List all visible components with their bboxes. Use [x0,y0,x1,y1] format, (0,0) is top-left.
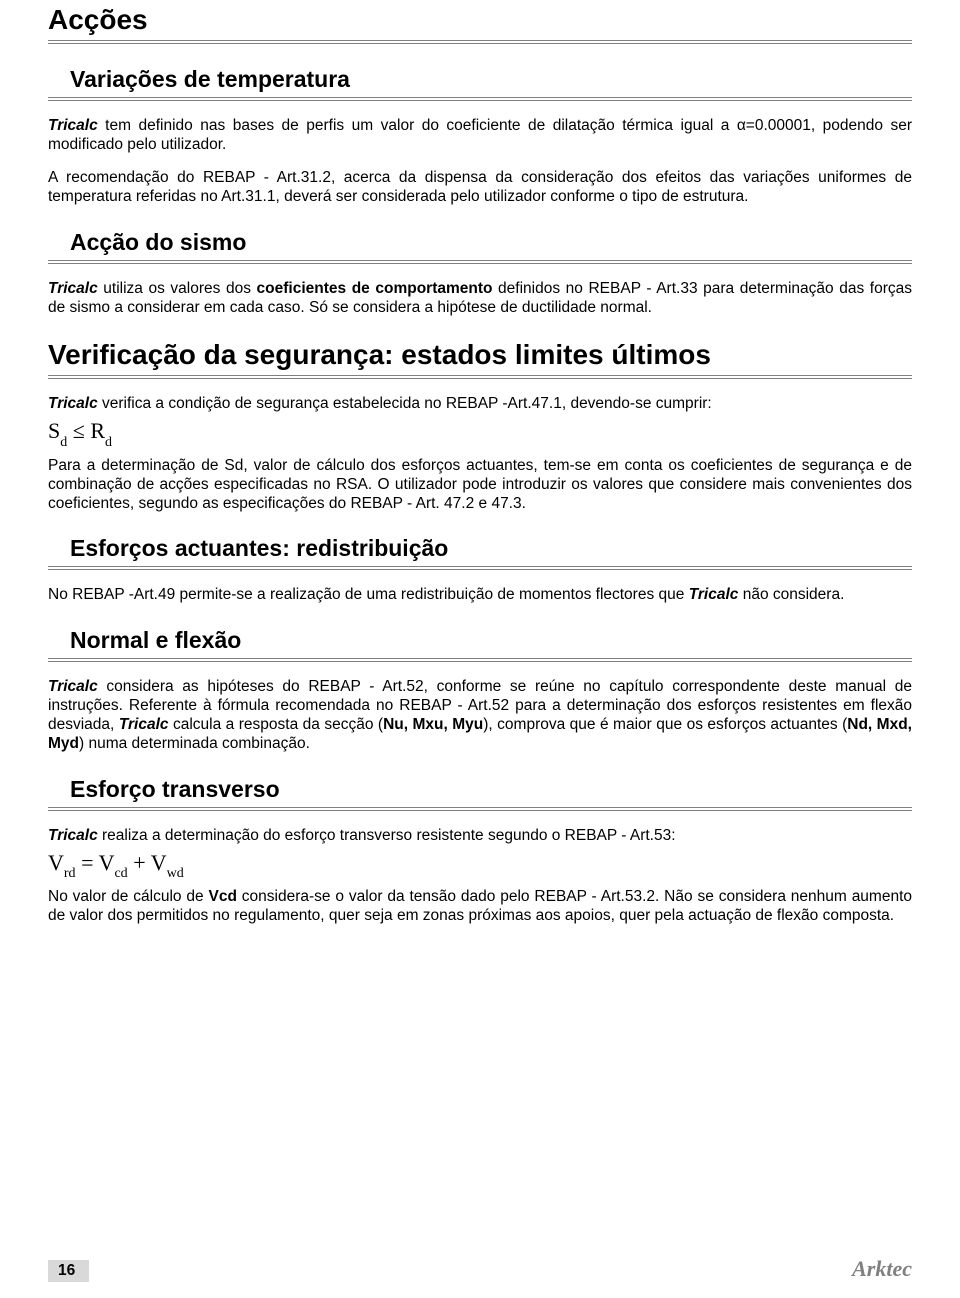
product-name: Tricalc [48,280,98,297]
text-run: verifica a condição de segurança estabel… [98,395,712,412]
text-run: ) numa determinada combinação. [79,735,310,752]
paragraph: Tricalc tem definido nas bases de perfis… [48,117,912,155]
formula-vrd: Vrd = Vcd + Vwd [48,850,912,880]
formula-sd-rd: Sd ≤ Rd [48,418,912,448]
paragraph: Tricalc verifica a condição de segurança… [48,395,912,414]
page-number: 16 [48,1260,89,1282]
page-title: Acções [48,4,912,36]
heading-temperatura: Variações de temperatura [70,66,912,93]
text-run: No REBAP -Art.49 permite-se a realização… [48,586,689,603]
paragraph: No REBAP -Art.49 permite-se a realização… [48,586,912,605]
paragraph: Tricalc considera as hipóteses do REBAP … [48,678,912,754]
text-run: realiza a determinação do esforço transv… [98,827,676,844]
rule-divider [48,40,912,44]
text-bold: coeficientes de comportamento [257,280,493,297]
brand-label: Arktec [852,1256,912,1282]
paragraph: A recomendação do REBAP - Art.31.2, acer… [48,169,912,207]
text-bold: Vcd [209,888,237,905]
product-name: Tricalc [48,117,98,134]
heading-sismo: Acção do sismo [70,229,912,256]
rule-divider [48,97,912,101]
product-name: Tricalc [48,678,98,695]
paragraph: Tricalc realiza a determinação do esforç… [48,827,912,846]
paragraph: No valor de cálculo de Vcd considera-se … [48,888,912,926]
page-footer: 16 Arktec [48,1256,912,1282]
paragraph: Para a determinação de Sd, valor de cálc… [48,457,912,514]
rule-divider [48,260,912,264]
text-run: ), comprova que é maior que os esforços … [483,716,847,733]
heading-redistribuicao: Esforços actuantes: redistribuição [70,535,912,562]
rule-divider [48,658,912,662]
text-run: tem definido nas bases de perfis um valo… [48,117,912,153]
rule-divider [48,566,912,570]
heading-transverso: Esforço transverso [70,776,912,803]
text-run: No valor de cálculo de [48,888,209,905]
text-bold: Nu, Mxu, Myu [383,716,483,733]
text-run: utiliza os valores dos [98,280,257,297]
heading-flexao: Normal e flexão [70,627,912,654]
rule-divider [48,807,912,811]
rule-divider [48,375,912,379]
heading-verificacao: Verificação da segurança: estados limite… [48,339,912,371]
product-name: Tricalc [119,716,169,733]
product-name: Tricalc [48,827,98,844]
text-run: não considera. [738,586,844,603]
text-run: calcula a resposta da secção ( [169,716,384,733]
product-name: Tricalc [689,586,739,603]
paragraph: Tricalc utiliza os valores dos coeficien… [48,280,912,318]
product-name: Tricalc [48,395,98,412]
